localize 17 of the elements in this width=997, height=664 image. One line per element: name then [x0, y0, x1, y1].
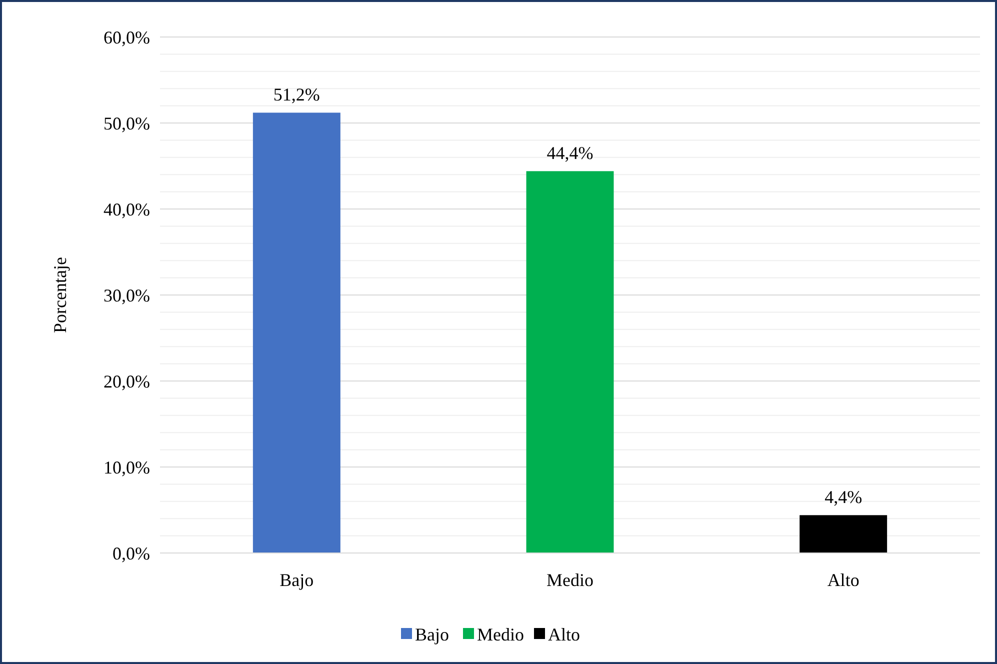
x-tick-label: Bajo [280, 570, 314, 590]
y-tick-label: 50,0% [104, 113, 150, 134]
y-tick-label: 40,0% [104, 199, 150, 220]
legend-label: Alto [548, 624, 580, 644]
y-tick-label: 20,0% [104, 371, 150, 392]
x-tick-label: Alto [827, 570, 860, 590]
y-tick-label: 30,0% [104, 285, 150, 306]
y-axis-title: Porcentaje [50, 257, 70, 333]
y-tick-label: 0,0% [112, 543, 150, 564]
legend-label: Bajo [415, 624, 449, 644]
data-label: 4,4% [824, 487, 862, 508]
data-label: 44,4% [546, 143, 594, 164]
x-tick-label: Medio [546, 570, 594, 590]
y-tick-label: 10,0% [104, 457, 150, 478]
y-tick-label: 60,0% [104, 27, 150, 48]
data-label: 51,2% [273, 84, 320, 105]
legend-label: Medio [477, 624, 524, 644]
